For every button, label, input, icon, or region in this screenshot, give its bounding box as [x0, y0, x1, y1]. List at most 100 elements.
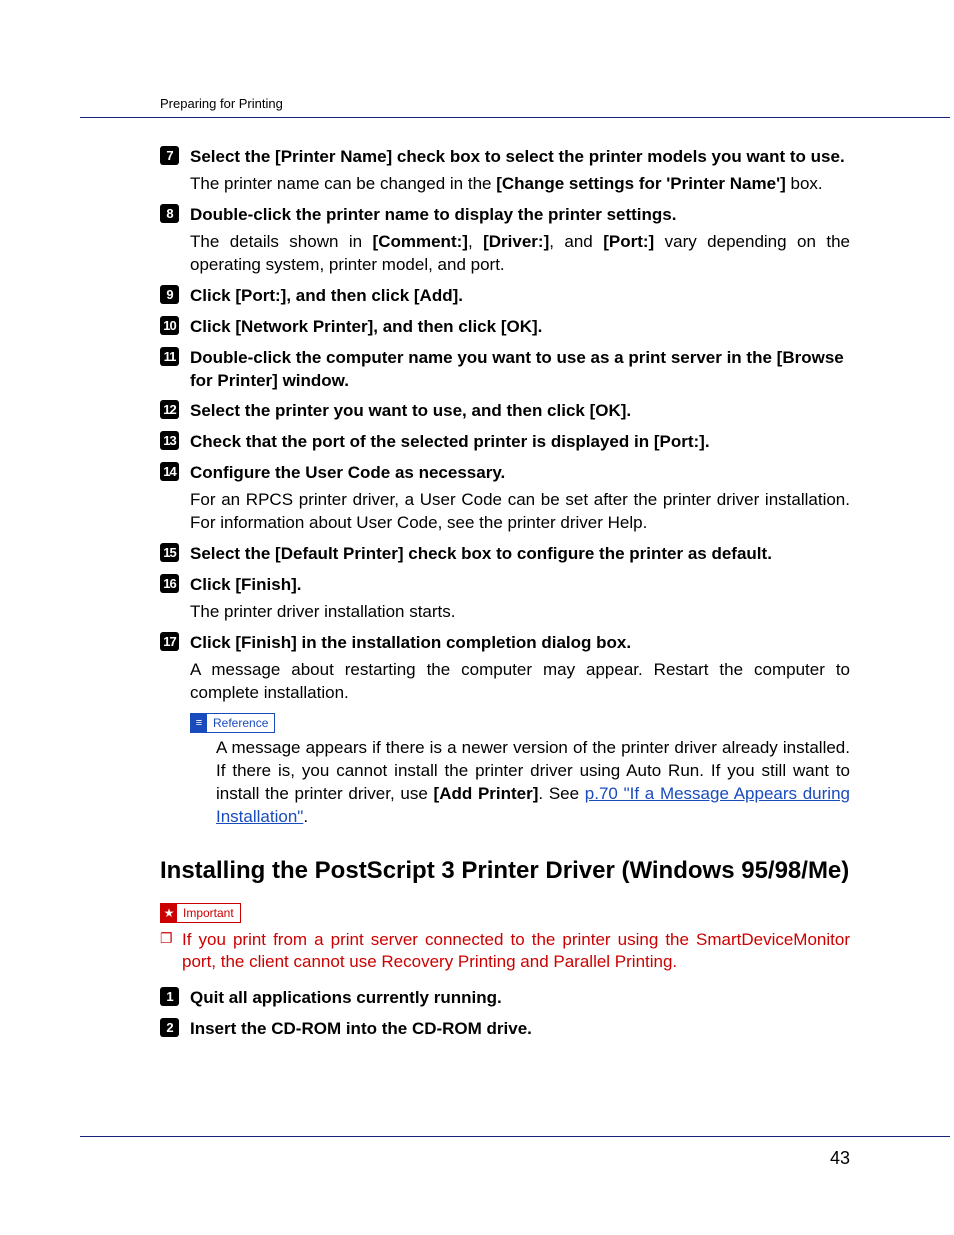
- step-title: Select the printer you want to use, and …: [190, 400, 850, 423]
- step-title-text: Click: [190, 575, 235, 594]
- step-title: Double-click the printer name to display…: [190, 204, 850, 227]
- step-body-text: , and: [549, 232, 603, 251]
- step-body: The details shown in [Comment:], [Driver…: [190, 231, 850, 277]
- step-title-text: Insert the CD-ROM into the CD-ROM drive.: [190, 1019, 532, 1038]
- step-title-text: Click: [190, 317, 235, 336]
- step-body-text: The details shown in: [190, 232, 373, 251]
- step-title-text: in the installation completion dialog bo…: [297, 633, 631, 652]
- step-title: Double-click the computer name you want …: [190, 347, 850, 393]
- step-title: Click [Port:], and then click [Add].: [190, 285, 850, 308]
- step-number-badge: 13: [160, 431, 179, 450]
- step-title: Quit all applications currently running.: [190, 987, 850, 1010]
- ui-label: [OK]: [590, 401, 627, 420]
- ui-label: [Driver:]: [483, 232, 549, 251]
- section-title: Installing the PostScript 3 Printer Driv…: [160, 857, 850, 885]
- step-title-text: Select the printer you want to use, and …: [190, 401, 590, 420]
- step-title: Configure the User Code as necessary.: [190, 462, 850, 485]
- document-page: Preparing for Printing 7 Select the [Prin…: [0, 0, 954, 1235]
- step-title-text: Select the: [190, 147, 275, 166]
- step-body-text: For an RPCS printer driver, a User Code …: [190, 490, 850, 532]
- step-title-text: .: [297, 575, 302, 594]
- ui-label: [Network Printer]: [235, 317, 373, 336]
- page-number: 43: [830, 1148, 850, 1169]
- steps-list: 7 Select the [Printer Name] check box to …: [160, 146, 850, 705]
- important-icon: ★: [161, 904, 177, 922]
- step-title-text: , and then click: [286, 286, 414, 305]
- reference-ui-label: [Add Printer]: [434, 784, 539, 803]
- reference-icon: ≡: [191, 714, 207, 732]
- step: 9 Click [Port:], and then click [Add].: [160, 285, 850, 308]
- ui-label: [Change settings for 'Printer Name']: [496, 174, 786, 193]
- step-number-badge: 11: [160, 347, 179, 366]
- reference-body: A message appears if there is a newer ve…: [216, 737, 850, 829]
- step-title-text: check box to select the printer models y…: [392, 147, 845, 166]
- step-title-text: .: [626, 401, 631, 420]
- ui-label: [Comment:]: [373, 232, 468, 251]
- top-rule: [80, 117, 950, 118]
- step: 14 Configure the User Code as necessary.: [160, 462, 850, 485]
- step-title-text: Quit all applications currently running.: [190, 988, 502, 1007]
- step-title: Click [Network Printer], and then click …: [190, 316, 850, 339]
- ui-label: [Finish]: [235, 633, 296, 652]
- step-body: For an RPCS printer driver, a User Code …: [190, 489, 850, 535]
- step-title: Click [Finish].: [190, 574, 850, 597]
- step-number-badge: 14: [160, 462, 179, 481]
- reference-label: ≡ Reference: [190, 713, 275, 733]
- step-number-badge: 8: [160, 204, 179, 223]
- step: 12 Select the printer you want to use, an…: [160, 400, 850, 423]
- step: 7 Select the [Printer Name] check box to …: [160, 146, 850, 169]
- ui-label: [Port:]: [603, 232, 654, 251]
- step-title: Click [Finish] in the installation compl…: [190, 632, 850, 655]
- step: 15 Select the [Default Printer] check box…: [160, 543, 850, 566]
- step-number-badge: 17: [160, 632, 179, 651]
- ui-label: [Port:]: [235, 286, 286, 305]
- ui-label: [Default Printer]: [275, 544, 403, 563]
- ui-label: [Add]: [414, 286, 458, 305]
- step-body: A message about restarting the computer …: [190, 659, 850, 705]
- running-head: Preparing for Printing: [160, 96, 850, 111]
- step-title-text: , and then click: [373, 317, 501, 336]
- steps-list-2: 1 Quit all applications currently running…: [160, 987, 850, 1041]
- step-title-text: check box to configure the printer as de…: [404, 544, 772, 563]
- step-number-badge: 9: [160, 285, 179, 304]
- step-title-text: .: [458, 286, 463, 305]
- step-title: Check that the port of the selected prin…: [190, 431, 850, 454]
- step-body-text: ,: [468, 232, 483, 251]
- step-number-badge: 15: [160, 543, 179, 562]
- step-title-text: .: [705, 432, 710, 451]
- step: 16 Click [Finish].: [160, 574, 850, 597]
- step-title-text: Configure the User Code as necessary.: [190, 463, 505, 482]
- step: 17 Click [Finish] in the installation com…: [160, 632, 850, 655]
- step-title: Insert the CD-ROM into the CD-ROM drive.: [190, 1018, 850, 1041]
- step-title-text: Check that the port of the selected prin…: [190, 432, 654, 451]
- step-title-text: Click: [190, 633, 235, 652]
- step-body-text: A message about restarting the computer …: [190, 660, 850, 702]
- step-number-badge: 12: [160, 400, 179, 419]
- step-title-text: Double-click the computer name you want …: [190, 348, 777, 367]
- reference-text-post: .: [303, 807, 308, 826]
- step: 11 Double-click the computer name you wan…: [160, 347, 850, 393]
- step: 2Insert the CD-ROM into the CD-ROM drive…: [160, 1018, 850, 1041]
- step-number-badge: 7: [160, 146, 179, 165]
- step: 1 Quit all applications currently running…: [160, 987, 850, 1010]
- step-body-text: The printer driver installation starts.: [190, 602, 456, 621]
- step-body-text: The printer name can be changed in the: [190, 174, 496, 193]
- important-label: ★ Important: [160, 903, 241, 923]
- step-number-badge: 16: [160, 574, 179, 593]
- step-number-badge: 1: [160, 987, 179, 1006]
- ui-label: [Printer Name]: [275, 147, 392, 166]
- step-title-text: Select the: [190, 544, 275, 563]
- step-body: The printer driver installation starts.: [190, 601, 850, 624]
- step: 8 Double-click the printer name to displa…: [160, 204, 850, 227]
- step: 13 Check that the port of the selected pr…: [160, 431, 850, 454]
- reference-text-mid: . See: [538, 784, 584, 803]
- ui-label: [Port:]: [654, 432, 705, 451]
- bottom-rule: [80, 1136, 950, 1137]
- step-title-text: window.: [278, 371, 349, 390]
- ui-label: [OK]: [501, 317, 538, 336]
- step-title: Select the [Printer Name] check box to s…: [190, 146, 850, 169]
- step-body-text: box.: [786, 174, 823, 193]
- step-number-badge: 10: [160, 316, 179, 335]
- step-title-text: Click: [190, 286, 235, 305]
- step-body: The printer name can be changed in the […: [190, 173, 850, 196]
